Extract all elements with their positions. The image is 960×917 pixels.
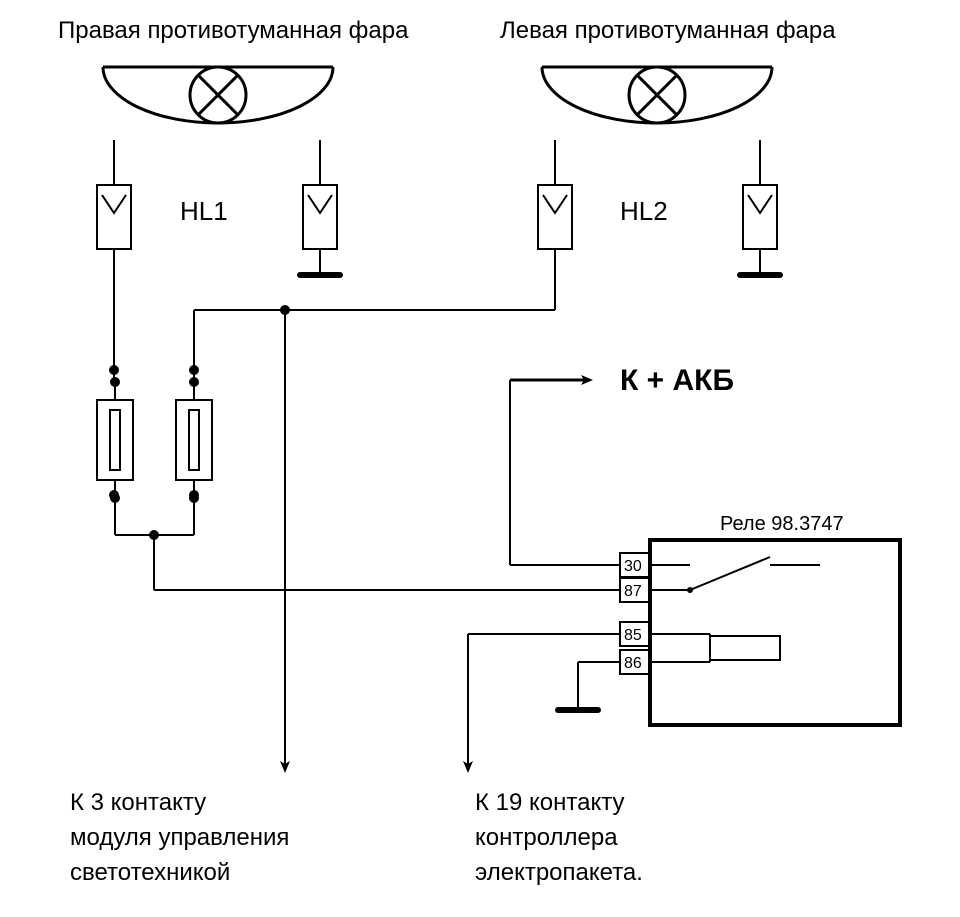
relay-pin-label: 87 [624, 583, 642, 600]
wiring-diagram: Правая противотуманная фара Левая против… [0, 0, 960, 917]
label-relay: Реле 98.3747 [720, 513, 844, 535]
junction-node [189, 490, 199, 500]
relay-pin-label: 86 [624, 655, 642, 672]
junction-node [109, 365, 119, 375]
label-hl2: HL2 [620, 196, 668, 226]
lamp-right [103, 67, 333, 123]
relay-pin-label: 85 [624, 627, 642, 644]
label-to-battery: К + АКБ [620, 364, 734, 397]
fuse-group [97, 377, 212, 503]
lamp-left [542, 67, 772, 123]
label-left-fog: Левая противотуманная фара [500, 17, 836, 44]
ground-group [300, 275, 780, 710]
junction-node [189, 365, 199, 375]
relay-pin-label: 30 [624, 558, 642, 575]
label-pin3-l3: светотехникой [70, 859, 230, 886]
connector [538, 185, 572, 249]
connector [743, 185, 777, 249]
label-pin19-l2: контроллера [475, 824, 618, 851]
fuse [97, 400, 133, 480]
fuse [176, 400, 212, 480]
label-pin19-l3: электропакета. [475, 859, 643, 886]
label-right-fog: Правая противотуманная фара [58, 17, 409, 44]
label-pin3-l2: модуля управления [70, 824, 289, 851]
connector [303, 185, 337, 249]
label-pin19-l1: К 19 контакту [475, 789, 624, 816]
junction-node [109, 490, 119, 500]
label-hl1: HL1 [180, 196, 228, 226]
connector [97, 185, 131, 249]
junction-node [149, 530, 159, 540]
relay: Реле 98.3747 30 87 85 86 [620, 513, 900, 725]
label-pin3-l1: К 3 контакту [70, 789, 206, 816]
